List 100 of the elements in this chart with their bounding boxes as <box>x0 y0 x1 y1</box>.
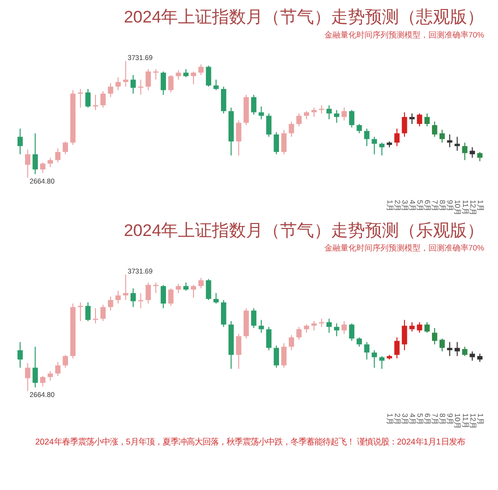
candlestick <box>432 328 438 345</box>
candlestick <box>258 319 264 334</box>
candlestick <box>356 336 362 348</box>
candlestick <box>274 345 280 368</box>
candlestick <box>198 277 204 289</box>
candlestick <box>326 104 332 120</box>
candlestick <box>402 319 408 351</box>
candlestick <box>266 326 272 351</box>
candlestick <box>40 375 46 387</box>
candlestick <box>342 107 347 121</box>
candlestick <box>274 132 280 155</box>
candlestick <box>130 288 136 308</box>
chart-title: 2024年上证指数月（节气）走势预测（悲观版） <box>124 7 484 26</box>
candlestick <box>409 322 415 332</box>
candlestick <box>108 82 114 98</box>
chart-title: 2024年上证指数月（节气）走势预测（乐观版） <box>124 220 484 240</box>
candlestick <box>447 342 452 357</box>
candlestick <box>123 274 128 301</box>
candlestick <box>454 136 460 152</box>
candlestick <box>334 109 340 124</box>
candlestick <box>18 128 23 155</box>
candlestick <box>206 65 212 88</box>
candlestick <box>251 94 256 116</box>
candlestick <box>146 282 151 304</box>
candlestick <box>25 149 30 178</box>
candlestick <box>55 361 60 376</box>
candlestick <box>168 74 174 93</box>
candlestick <box>342 320 347 334</box>
candlestick <box>311 107 317 118</box>
candlestick <box>364 342 370 360</box>
candlestick <box>288 121 294 138</box>
candlestick <box>416 322 422 334</box>
candlestick <box>236 333 242 370</box>
candlestick <box>62 140 68 155</box>
candlestick <box>18 342 23 368</box>
candlestick <box>85 302 91 322</box>
candlestick <box>213 292 219 304</box>
candlestick <box>394 336 400 359</box>
candlestick <box>349 109 354 128</box>
candlestick <box>176 283 182 294</box>
candlestick <box>92 308 98 324</box>
candlestick <box>190 70 196 85</box>
candlestick <box>251 308 256 329</box>
candlestick <box>32 132 38 175</box>
candlestick <box>364 128 370 147</box>
candlestick <box>416 112 422 127</box>
candlestick <box>138 79 144 96</box>
candlestick <box>470 350 475 362</box>
candlestick <box>296 326 302 340</box>
candlestick <box>454 342 460 357</box>
candlestick <box>379 142 385 156</box>
candlestick <box>220 300 226 328</box>
candlestick <box>146 68 151 91</box>
candlestick <box>281 129 287 155</box>
candlestick <box>62 354 68 368</box>
candlestick <box>108 296 114 312</box>
candlestick <box>356 123 362 134</box>
candlestick <box>100 304 106 322</box>
candlestick <box>394 128 400 147</box>
candlestick <box>440 129 445 144</box>
candlestick <box>402 112 408 138</box>
candlestick <box>32 346 38 388</box>
candlestick <box>85 88 91 108</box>
candlestick <box>48 370 53 382</box>
candlestick <box>220 86 226 114</box>
candlestick <box>55 148 60 163</box>
candlestick <box>100 90 106 108</box>
candlestick <box>115 290 121 304</box>
candlestick <box>176 70 182 80</box>
candlestick <box>462 142 468 161</box>
candlestick <box>334 322 340 337</box>
candlestick <box>115 76 121 91</box>
candlestick <box>462 346 468 357</box>
candlestick <box>160 284 166 309</box>
candlestick <box>432 121 438 138</box>
candlestick <box>40 162 46 174</box>
candlestick <box>281 342 287 368</box>
candlestick <box>266 112 272 138</box>
candlestick <box>409 112 415 124</box>
candlestick <box>168 288 174 306</box>
candlestick <box>213 79 219 91</box>
chart-subtitle: 金融量化时间序列预测模型，回测准确率70% <box>324 30 484 40</box>
candlestick <box>288 334 294 351</box>
candlestick <box>123 60 128 88</box>
candlestick <box>424 322 430 334</box>
candlestick <box>25 362 30 392</box>
candlestick <box>190 284 196 298</box>
candlestick <box>258 106 264 120</box>
candlestick <box>349 322 354 342</box>
candlestick <box>48 157 53 168</box>
candlestick <box>326 318 332 334</box>
candlestick <box>372 136 377 155</box>
candlestick <box>372 350 377 368</box>
candlestick <box>447 134 452 148</box>
candlestick <box>206 278 212 301</box>
candlestick <box>296 112 302 127</box>
candlestick <box>440 338 445 352</box>
candlestick <box>424 112 430 127</box>
candlestick <box>470 146 475 158</box>
candlestick <box>477 151 482 162</box>
